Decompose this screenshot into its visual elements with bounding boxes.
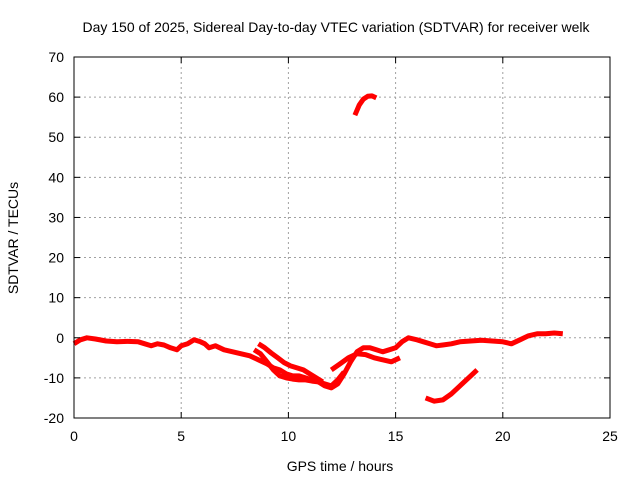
x-tick-label: 15 — [388, 428, 404, 444]
y-tick-label: 30 — [48, 209, 64, 225]
x-tick-label: 5 — [177, 428, 185, 444]
series-line-track-3 — [257, 341, 325, 385]
series-line-track-6 — [424, 368, 479, 404]
x-axis-label: GPS time / hours — [287, 458, 394, 474]
series-line-track-5 — [352, 93, 378, 117]
y-axis-label: SDTVAR / TECUs — [5, 182, 21, 294]
plot-frame — [73, 56, 611, 419]
axis-ticks: 0 5 10 15 20 25 -20 -10 0 10 20 30 40 50 60 70 — [44, 49, 618, 444]
chart-title: Day 150 of 2025, Sidereal Day-to-day VTE… — [82, 19, 590, 35]
y-tick-label: 70 — [48, 49, 64, 65]
x-tick-label: 0 — [70, 428, 78, 444]
y-tick-label: 0 — [56, 330, 64, 346]
y-tick-label: 40 — [48, 169, 64, 185]
x-tick-label: 25 — [602, 428, 618, 444]
data-series — [72, 93, 564, 404]
y-tick-label: -20 — [44, 410, 64, 426]
y-tick-label: 20 — [48, 250, 64, 266]
y-tick-label: 10 — [48, 290, 64, 306]
x-tick-label: 10 — [281, 428, 297, 444]
series-line-track-2 — [252, 347, 347, 389]
y-tick-label: 50 — [48, 129, 64, 145]
x-tick-label: 20 — [495, 428, 511, 444]
series-line-track-4 — [329, 351, 401, 372]
y-tick-label: -10 — [44, 370, 64, 386]
y-tick-label: 60 — [48, 89, 64, 105]
